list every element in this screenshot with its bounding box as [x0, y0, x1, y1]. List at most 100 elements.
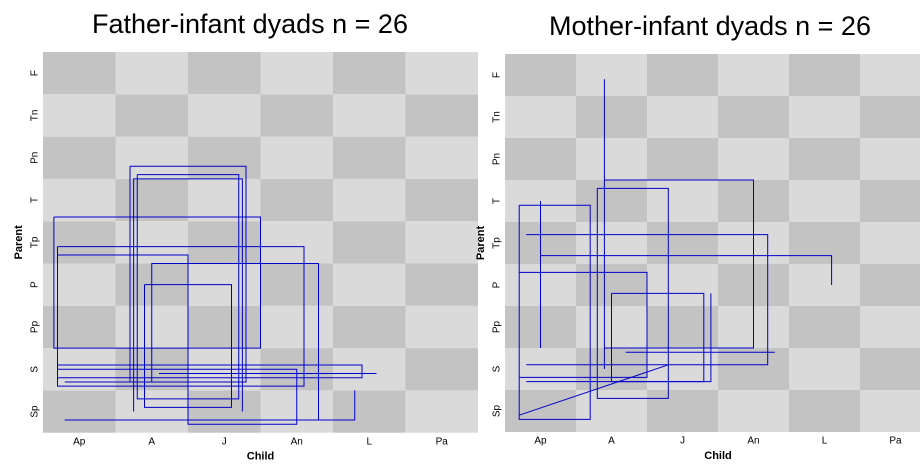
grid-cell — [188, 305, 261, 349]
grid-cell — [333, 390, 406, 433]
y-axis-label: Parent — [13, 225, 25, 260]
trajectory — [526, 293, 712, 383]
trajectory — [604, 179, 754, 349]
y-axis-label: Parent — [475, 226, 487, 261]
y-tick-label: Pp — [30, 320, 41, 333]
grid-cell — [260, 178, 333, 222]
trajectory — [596, 187, 669, 399]
grid-cell — [576, 222, 647, 264]
grid-cell — [115, 390, 188, 433]
trajectory — [611, 292, 705, 383]
grid-cell — [860, 96, 920, 138]
grid-cell — [405, 263, 478, 306]
y-tick-label: T — [492, 198, 503, 204]
grid-cell — [576, 138, 647, 180]
grid-cell — [333, 221, 406, 264]
chart-title: Father-infant dyads n = 26 — [92, 9, 408, 39]
grid-cell — [505, 96, 576, 138]
grid-cell — [333, 136, 406, 179]
grid-cell — [505, 138, 576, 180]
grid-cell — [188, 94, 261, 137]
grid-cell — [405, 305, 478, 349]
grid-cell — [789, 306, 860, 348]
trajectory — [540, 255, 833, 285]
trajectory — [519, 271, 648, 378]
trajectory — [133, 178, 243, 412]
grid-cell — [789, 54, 860, 96]
grid-cell — [860, 54, 920, 96]
grid-cell — [576, 180, 647, 222]
grid-cell — [647, 138, 718, 180]
grid-cell — [860, 222, 920, 264]
x-tick-label: An — [291, 436, 303, 447]
grid-cell — [43, 52, 116, 95]
grid-cell — [647, 54, 718, 96]
grid-cell — [333, 263, 406, 306]
grid-cell — [43, 263, 116, 306]
y-tick-label: S — [30, 366, 41, 373]
grid-cell — [405, 136, 478, 179]
y-tick-label: Sp — [30, 405, 41, 418]
grid-cell — [260, 305, 333, 349]
grid-cell — [576, 96, 647, 138]
grid-cell — [505, 348, 576, 390]
trajectory — [57, 364, 363, 379]
chart-title: Mother-infant dyads n = 26 — [549, 11, 871, 41]
trajectory — [144, 284, 232, 408]
y-tick-label: F — [30, 70, 41, 76]
x-tick-label: J — [222, 436, 227, 447]
grid-cell — [647, 306, 718, 348]
grid-cell — [647, 96, 718, 138]
grid-cell — [115, 94, 188, 137]
grid-cell — [188, 52, 261, 95]
grid-cell — [333, 94, 406, 137]
trajectory — [518, 204, 591, 420]
trajectory — [64, 390, 356, 421]
x-tick-label: A — [148, 436, 155, 447]
y-tick-label: Tn — [492, 111, 503, 123]
grid-cell — [115, 178, 188, 222]
grid-cell — [43, 136, 116, 179]
trajectory — [526, 234, 769, 366]
grid-cell — [188, 221, 261, 264]
grid-cell — [789, 222, 860, 264]
grid-cell — [188, 390, 261, 433]
x-tick-label: Pa — [436, 436, 449, 447]
grid-cell — [789, 390, 860, 432]
grid-cell — [647, 222, 718, 264]
grid-cell — [43, 178, 116, 222]
x-tick-label: Ap — [534, 436, 547, 447]
grid-cell — [115, 52, 188, 95]
grid-cell — [260, 136, 333, 179]
x-tick-label: L — [366, 436, 372, 447]
grid-cell — [260, 221, 333, 264]
grid-cell — [115, 221, 188, 264]
trajectory — [57, 254, 298, 425]
y-tick-label: Tp — [30, 236, 41, 248]
grid-cell — [860, 180, 920, 222]
grid-cell — [718, 54, 789, 96]
grid-cell — [505, 54, 576, 96]
grid-cell — [333, 178, 406, 222]
grid-cell — [405, 52, 478, 95]
trajectory — [129, 165, 247, 383]
plot-area — [43, 52, 478, 433]
trajectory — [519, 364, 669, 416]
grid-cell — [718, 138, 789, 180]
x-tick-label: Ap — [73, 436, 86, 447]
y-tick-label: Sp — [492, 404, 503, 417]
grid-cell — [333, 52, 406, 95]
grid-cell — [789, 348, 860, 390]
y-tick-label: P — [492, 281, 503, 288]
grid-cell — [260, 263, 333, 306]
grid-cell — [860, 390, 920, 432]
y-tick-label: Pn — [492, 153, 503, 165]
grid-cell — [576, 54, 647, 96]
grid-cell — [718, 348, 789, 390]
grid-cell — [860, 306, 920, 348]
grid-cell — [405, 348, 478, 391]
x-axis-label: Child — [704, 450, 732, 462]
grid-cell — [333, 305, 406, 349]
grid-cell — [647, 180, 718, 222]
